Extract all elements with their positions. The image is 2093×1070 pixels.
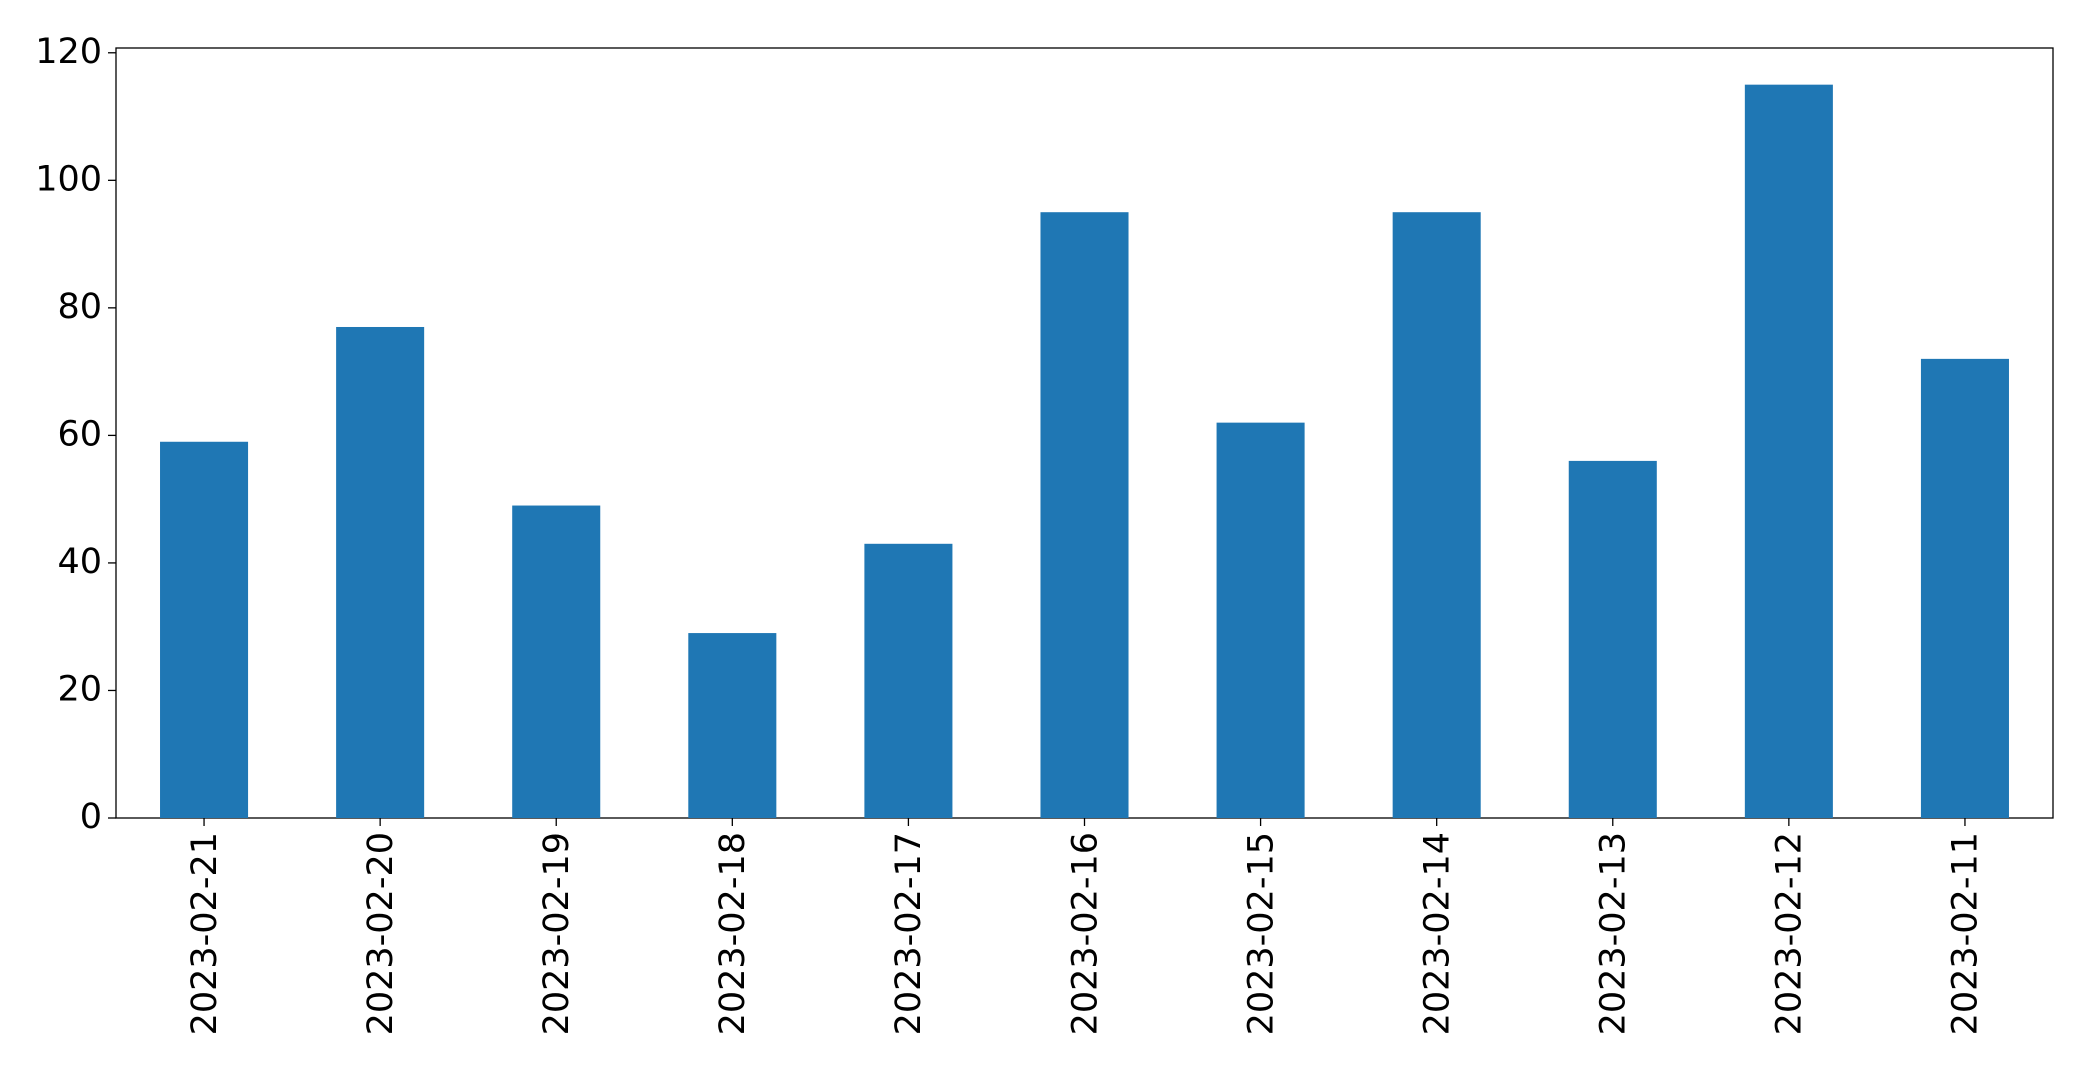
bar (512, 505, 601, 818)
bar (864, 543, 953, 818)
y-tick-label: 60 (57, 414, 102, 454)
x-tick-label: 2023-02-14 (1417, 832, 1457, 1035)
bar (1040, 212, 1129, 819)
bar (160, 441, 249, 818)
x-tick-label: 2023-02-16 (1065, 832, 1105, 1035)
x-tick-label: 2023-02-15 (1241, 832, 1281, 1035)
x-tick-label: 2023-02-18 (713, 832, 753, 1035)
y-tick-label: 80 (57, 287, 102, 327)
x-tick-label: 2023-02-11 (1946, 832, 1986, 1035)
x-tick-label: 2023-02-17 (889, 832, 929, 1035)
bar (1920, 358, 2009, 818)
y-tick-label: 0 (80, 797, 102, 837)
bar (336, 326, 425, 818)
y-tick-label: 100 (35, 159, 102, 199)
x-tick-label: 2023-02-19 (537, 832, 577, 1035)
bar (688, 633, 777, 818)
bar (1744, 84, 1833, 818)
y-tick-label: 40 (57, 542, 102, 582)
y-tick-label: 120 (35, 32, 102, 72)
y-tick-label: 20 (57, 669, 102, 709)
x-tick-label: 2023-02-13 (1594, 832, 1634, 1035)
x-tick-label: 2023-02-21 (185, 832, 225, 1035)
x-tick-label: 2023-02-20 (361, 832, 401, 1035)
bar (1392, 212, 1481, 819)
bar (1568, 460, 1657, 818)
bar (1216, 422, 1305, 818)
x-tick-label: 2023-02-12 (1770, 832, 1810, 1035)
